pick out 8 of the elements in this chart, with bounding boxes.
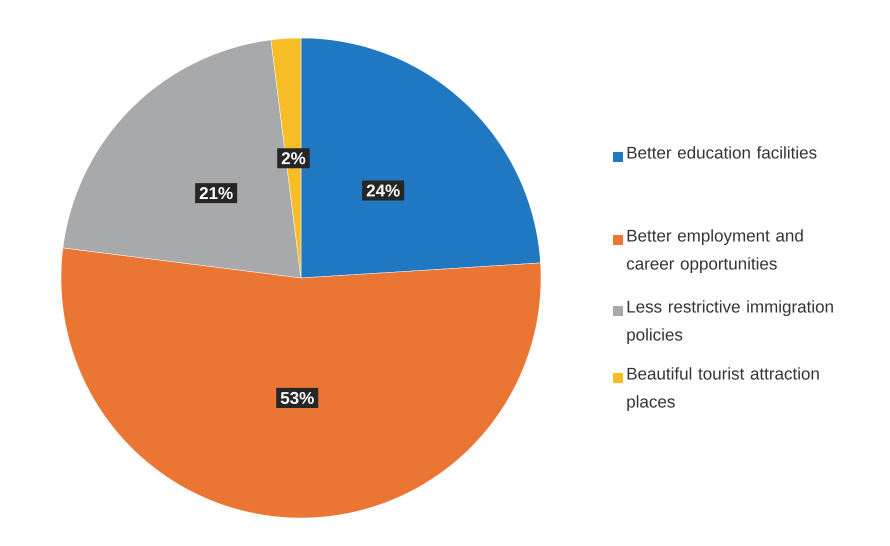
- data-label: 2%: [282, 152, 306, 164]
- legend-label: Beautiful tourist attraction places: [627, 367, 819, 412]
- data-label: 21%: [200, 187, 233, 200]
- legend-label: Better education facilities: [628, 146, 816, 159]
- data-label: 53%: [280, 392, 314, 404]
- legend-label: Less restrictive immigration policies: [627, 300, 833, 344]
- data-label: 24%: [366, 184, 400, 197]
- legend-label: Better employment and career opportunities: [626, 229, 803, 274]
